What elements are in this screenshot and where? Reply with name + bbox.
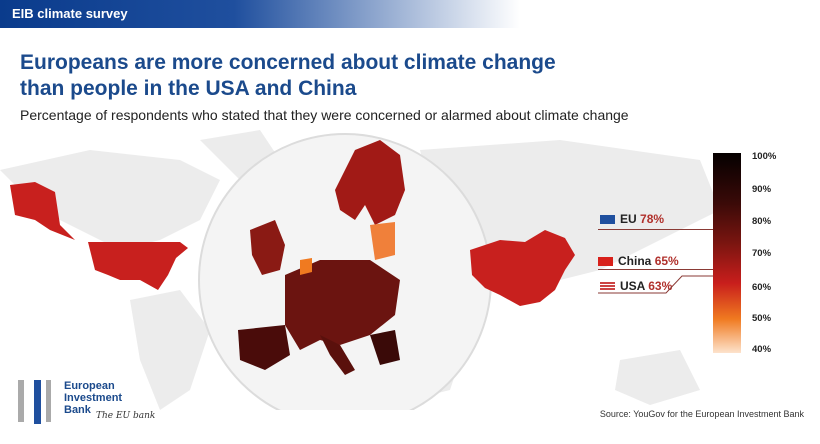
china-label: China 65% [598, 254, 679, 268]
eu-label: EU 78% [600, 212, 664, 226]
region-value: 63% [648, 279, 673, 293]
greece-region [370, 330, 400, 365]
tick-label: 100% [752, 151, 777, 162]
tick-label: 60% [752, 282, 772, 293]
region-name: China [618, 254, 652, 268]
tick-label: 40% [752, 344, 772, 355]
region-name: USA [620, 279, 645, 293]
uk-ireland-region [250, 220, 285, 275]
eu-flag-icon [600, 215, 615, 224]
usa-leader-line [598, 275, 713, 294]
eu-leader-line [598, 229, 713, 230]
logo-line: Bank [64, 404, 91, 416]
usa-region [88, 242, 188, 290]
china-leader-line [598, 269, 713, 270]
usa-label: USA 63% [600, 279, 672, 293]
banner-title: EIB climate survey [12, 6, 128, 21]
world-map [0, 130, 720, 410]
china-region [470, 230, 575, 306]
page-subtitle: Percentage of respondents who stated tha… [20, 107, 629, 123]
eib-logo-icon [18, 380, 51, 424]
central-europe-region [285, 260, 400, 350]
usa-flag-icon [600, 282, 615, 291]
logo-text: European Investment Bank [64, 380, 122, 416]
tick-label: 50% [752, 313, 772, 324]
tick-label: 80% [752, 216, 772, 227]
page-title: Europeans are more concerned about clima… [20, 51, 556, 100]
logo-line: European [64, 380, 115, 392]
tick-label: 70% [752, 248, 772, 259]
baltics-region [370, 222, 395, 260]
source-note: Source: YouGov for the European Investme… [599, 409, 804, 419]
italy-region [320, 335, 355, 375]
region-value: 65% [654, 254, 679, 268]
scandinavia-region [335, 140, 405, 225]
tick-label: 90% [752, 184, 772, 195]
logo-line: Investment [64, 392, 123, 404]
region-name: EU [620, 212, 637, 226]
netherlands-region [300, 258, 312, 275]
china-flag-icon [598, 257, 613, 266]
colorbar [713, 153, 741, 353]
region-value: 78% [640, 212, 665, 226]
header-banner: EIB climate survey [0, 0, 520, 28]
alaska-region [10, 182, 75, 240]
iberia-region [238, 325, 290, 370]
logo-tagline: The EU bank [96, 411, 156, 421]
